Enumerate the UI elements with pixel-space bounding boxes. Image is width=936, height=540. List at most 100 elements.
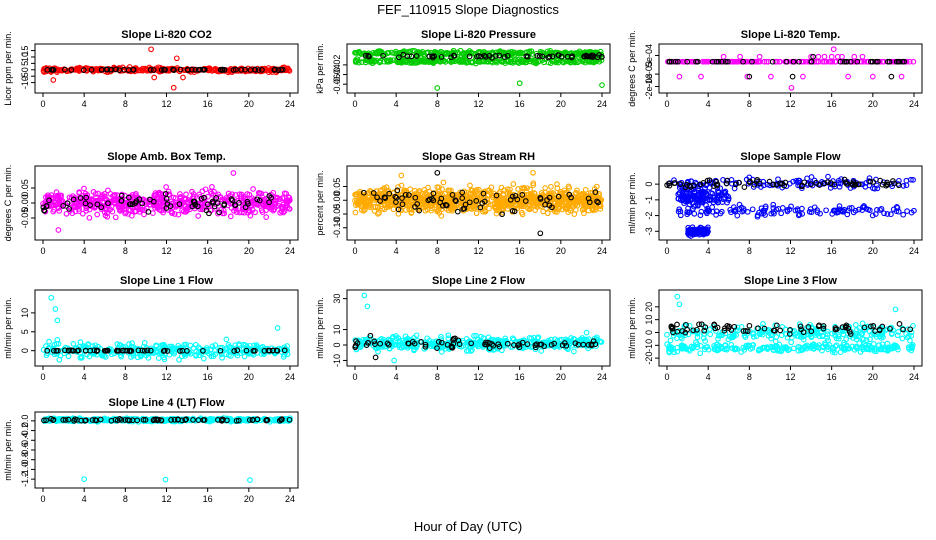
data-point [676, 184, 683, 191]
data-point [769, 58, 776, 65]
data-point [674, 335, 680, 342]
data-point [127, 347, 134, 354]
data-point [77, 195, 84, 201]
data-point [226, 352, 232, 358]
y-tick-label: -0.04 [332, 64, 342, 85]
data-point [474, 188, 480, 195]
data-point [221, 210, 228, 217]
data-point [76, 190, 83, 196]
data-point [230, 170, 237, 176]
data-point [104, 210, 110, 217]
data-point [684, 197, 690, 204]
data-point [814, 209, 821, 216]
data-point [223, 336, 230, 343]
data-point [804, 175, 810, 182]
data-point [704, 58, 711, 65]
data-point [192, 201, 198, 208]
data-point [831, 181, 838, 188]
data-point [208, 353, 215, 360]
data-point [462, 201, 469, 208]
data-point [788, 84, 795, 91]
x-tick-label: 16 [827, 246, 837, 256]
data-point [51, 347, 57, 354]
data-point [830, 46, 837, 53]
x-tick-label: 4 [394, 372, 399, 382]
data-point [474, 204, 480, 211]
data-point [779, 205, 786, 211]
data-point [681, 323, 688, 330]
data-point [449, 192, 456, 198]
data-point [44, 67, 51, 73]
data-point [414, 59, 420, 65]
data-point [184, 66, 191, 73]
data-point [750, 331, 756, 338]
data-point [372, 204, 379, 211]
y-tick-label: -5 [20, 72, 30, 80]
x-tick-label: 8 [435, 99, 440, 109]
data-point [516, 50, 522, 57]
data-point [448, 58, 455, 64]
data-point [542, 185, 548, 191]
data-point [507, 186, 513, 193]
y-tick-label: 0 [332, 342, 342, 347]
data-point [740, 58, 746, 65]
data-point [459, 58, 466, 64]
data-point [430, 190, 437, 197]
y-tick-label: -2e-03 [644, 74, 654, 100]
data-point [763, 58, 770, 65]
data-point [59, 67, 65, 74]
data-point [837, 58, 844, 65]
y-tick-label: 10 [332, 325, 342, 335]
x-tick-label: 20 [556, 372, 566, 382]
data-point [569, 53, 576, 60]
data-point [250, 348, 257, 354]
data-point [514, 196, 521, 203]
data-point [136, 206, 142, 213]
data-point [836, 203, 843, 209]
data-point [220, 207, 227, 214]
data-point [467, 182, 473, 189]
x-tick-label: 0 [40, 246, 45, 256]
data-point [164, 348, 171, 354]
data-point [750, 333, 757, 340]
data-point [134, 354, 141, 361]
x-tick-label: 24 [285, 372, 295, 382]
data-point [54, 194, 61, 200]
data-point [839, 53, 845, 60]
data-point [715, 335, 721, 342]
data-point [410, 344, 417, 350]
data-point [549, 204, 555, 211]
data-point [691, 189, 697, 196]
data-point [778, 332, 785, 339]
data-point [216, 209, 222, 216]
data-point [583, 329, 590, 336]
x-tick-label: 8 [747, 246, 752, 256]
x-tick-label: 12 [473, 372, 483, 382]
x-tick-label: 0 [352, 246, 357, 256]
data-point [180, 208, 187, 215]
data-point [261, 351, 267, 357]
data-point [851, 346, 858, 353]
x-tick-label: 12 [161, 99, 171, 109]
data-point [372, 50, 379, 57]
data-point [833, 335, 840, 342]
data-point [358, 197, 365, 204]
data-point [116, 65, 122, 71]
data-point [861, 58, 868, 65]
data-point [158, 207, 164, 214]
data-point [559, 206, 565, 213]
panel-title: Slope Li-820 CO2 [121, 29, 211, 41]
data-point [85, 342, 91, 348]
data-point [478, 333, 484, 340]
panel-3: Slope Li-820 Temp.0 4 8 12 16 20 24-2e-03-1e-0… [627, 29, 923, 109]
data-point [155, 194, 161, 200]
data-point [870, 179, 877, 185]
data-point [117, 342, 124, 348]
y-tick-label: 0.00 [20, 194, 30, 212]
data-point [266, 347, 273, 354]
data-point [766, 329, 773, 336]
x-tick-label: 24 [285, 246, 295, 256]
data-point [794, 206, 801, 212]
x-tick-label: 20 [244, 246, 254, 256]
